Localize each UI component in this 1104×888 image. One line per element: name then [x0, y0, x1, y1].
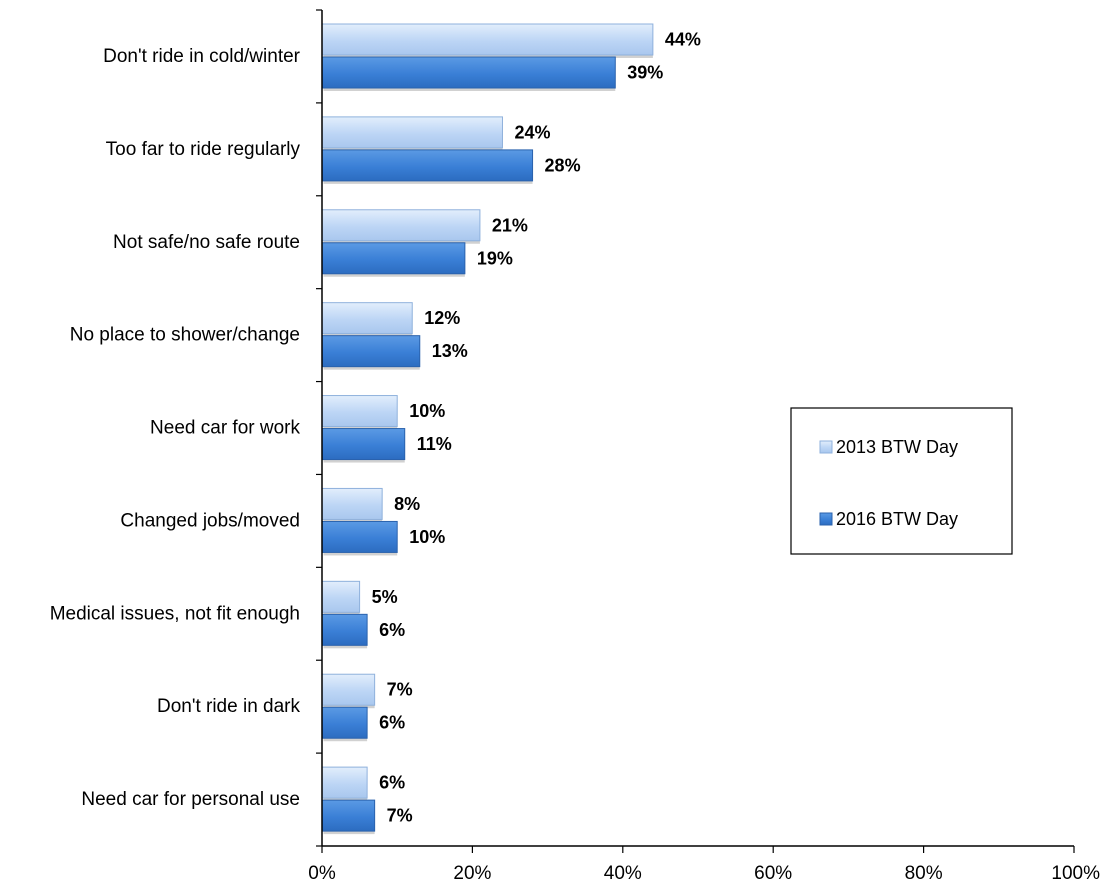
- category-label: Don't ride in dark: [157, 696, 301, 717]
- bar-2016-0: [321, 56, 616, 89]
- legend: 2013 BTW Day 2016 BTW Day: [790, 407, 1013, 555]
- category-label: Need car for personal use: [81, 789, 300, 810]
- data-label: 6%: [379, 620, 405, 640]
- bar-2016-6: [321, 613, 368, 646]
- bar-2013-3: [321, 302, 413, 335]
- data-label: 6%: [379, 713, 405, 733]
- legend-swatch: [819, 512, 833, 526]
- legend-label: 2013 BTW Day: [836, 437, 958, 457]
- x-tick-label: 60%: [754, 863, 792, 884]
- data-label: 21%: [492, 215, 528, 235]
- data-label: 12%: [424, 308, 460, 328]
- bar-2013-2: [321, 209, 481, 242]
- legend-label: 2016 BTW Day: [836, 509, 958, 529]
- bar-2013-7: [321, 673, 376, 706]
- legend-box: [790, 407, 1013, 555]
- x-tick-label: 100%: [1051, 863, 1100, 884]
- data-label: 11%: [417, 434, 452, 454]
- x-tick-label: 80%: [905, 863, 943, 884]
- bars-layer: [321, 23, 654, 835]
- axes-layer: [316, 9, 1075, 853]
- data-label: 8%: [394, 494, 420, 514]
- x-tick-label: 0%: [308, 863, 336, 884]
- bar-2013-0: [321, 23, 654, 56]
- data-label: 19%: [477, 248, 513, 268]
- bar-2016-5: [321, 520, 398, 553]
- bar-2013-8: [321, 766, 368, 799]
- bar-2013-5: [321, 487, 383, 520]
- category-label: Medical issues, not fit enough: [50, 603, 300, 624]
- category-label: Not safe/no safe route: [113, 232, 300, 253]
- bar-2016-3: [321, 335, 421, 368]
- data-label: 7%: [387, 806, 413, 826]
- x-tick-label: 40%: [604, 863, 642, 884]
- data-label: 5%: [372, 587, 398, 607]
- bar-2016-8: [321, 799, 376, 832]
- category-label: Too far to ride regularly: [106, 139, 301, 160]
- category-label: No place to shower/change: [70, 325, 300, 346]
- data-label: 7%: [387, 680, 413, 700]
- category-label: Changed jobs/moved: [120, 510, 300, 531]
- data-label: 6%: [379, 773, 405, 793]
- data-label: 13%: [432, 341, 468, 361]
- bar-2013-1: [321, 116, 503, 149]
- data-label: 39%: [627, 63, 663, 83]
- bar-2016-1: [321, 149, 534, 182]
- data-label: 44%: [665, 30, 701, 50]
- bar-2013-4: [321, 395, 398, 428]
- x-tick-label: 20%: [453, 863, 491, 884]
- category-label: Need car for work: [150, 418, 300, 439]
- labels-layer: 44%39% Don't ride in cold/winter 24% 28% Too…: [50, 30, 1100, 885]
- bar-2016-2: [321, 242, 466, 275]
- data-label: 24%: [514, 122, 550, 142]
- data-label: 10%: [409, 401, 445, 421]
- data-label: 28%: [545, 155, 581, 175]
- category-label: Don't ride in cold/winter: [103, 46, 301, 67]
- legend-swatch: [819, 440, 833, 454]
- data-label: 10%: [409, 527, 445, 547]
- bar-2013-6: [321, 580, 361, 613]
- bar-2016-7: [321, 706, 368, 739]
- bar-2016-4: [321, 428, 406, 461]
